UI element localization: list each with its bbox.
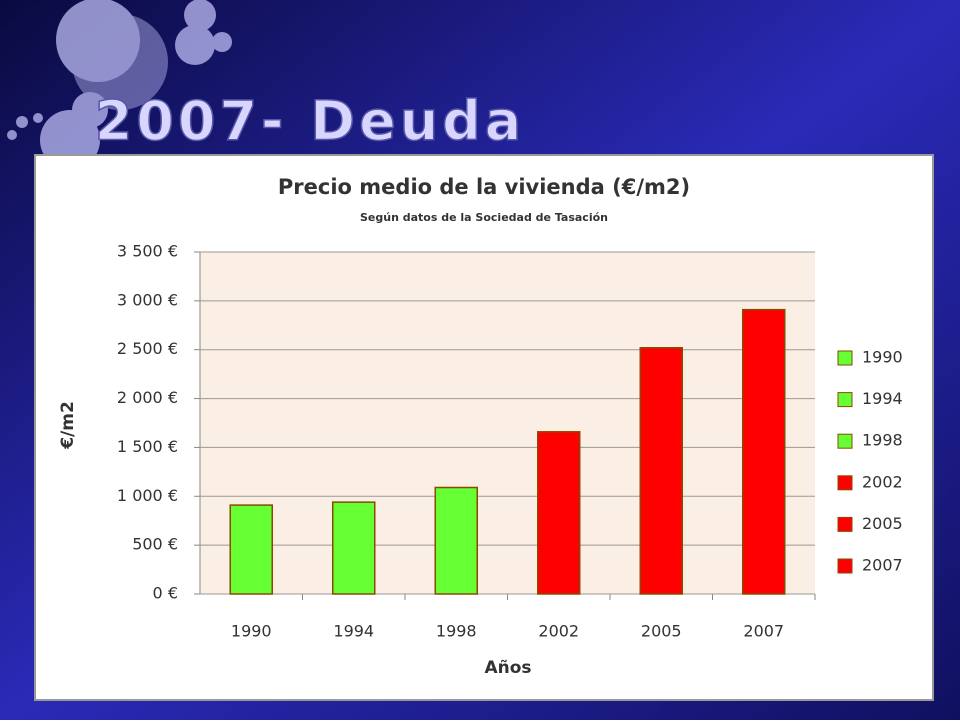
legend-label: 2005 [862,514,903,533]
bar [742,308,786,595]
y-tick-label: 0 € [153,584,178,603]
legend-label: 2007 [862,556,903,575]
x-axis-label: Años [484,658,531,678]
bar [537,431,581,595]
x-tick-label: 2005 [641,622,682,641]
legend-label: 1994 [862,389,903,408]
bar [434,486,478,595]
y-tick-label: 2 500 € [117,339,178,358]
y-tick-label: 3 000 € [117,290,178,309]
legend-label: 2002 [862,472,903,491]
legend-swatch [837,558,853,574]
y-tick-label: 3 500 € [117,242,178,261]
bar [229,504,273,595]
chart-subtitle: Según datos de la Sociedad de Tasación [360,211,608,224]
y-tick-label: 1 500 € [117,437,178,456]
x-tick-label: 2007 [743,622,784,641]
plot-area [200,252,815,594]
bar [332,501,376,595]
x-tick-label: 1994 [333,622,374,641]
legend-swatch [837,516,853,532]
x-tick-label: 1998 [436,622,477,641]
bar [639,347,683,595]
y-tick-label: 2 000 € [117,388,178,407]
legend-swatch [837,475,853,491]
x-tick-label: 2002 [538,622,579,641]
legend-label: 1990 [862,348,903,367]
legend-swatch [837,433,853,449]
y-tick-label: 1 000 € [117,486,178,505]
legend-swatch [837,350,853,366]
x-tick-label: 1990 [231,622,272,641]
y-tick-label: 500 € [132,535,178,554]
chart-title: Precio medio de la vivienda (€/m2) [278,175,690,199]
legend-label: 1998 [862,431,903,450]
slide-title: 2007- Deuda [95,90,526,153]
y-axis-label: €/m2 [58,401,78,450]
legend-swatch [837,392,853,408]
